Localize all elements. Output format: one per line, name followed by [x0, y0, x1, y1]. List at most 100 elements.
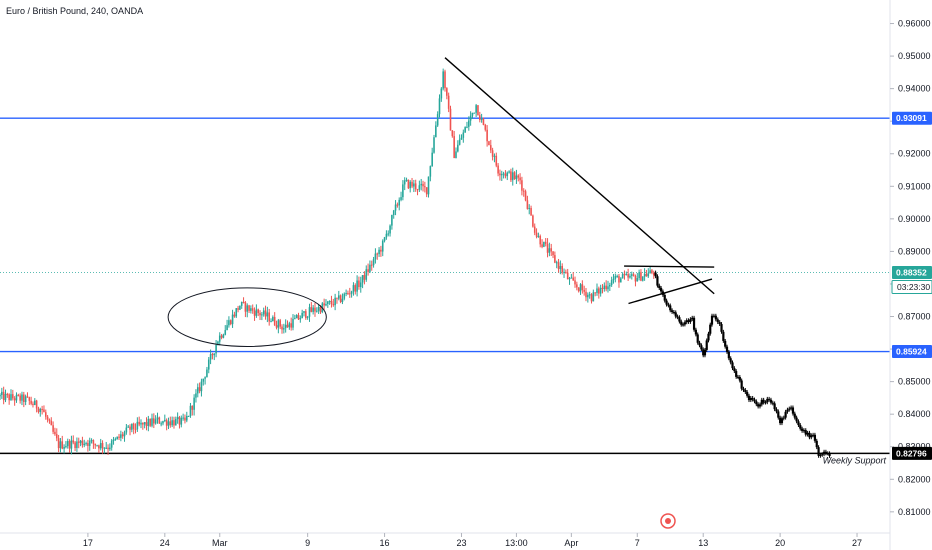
candle-body — [367, 269, 369, 272]
projection-bar — [716, 319, 719, 323]
candle-body — [2, 391, 5, 401]
candle-body — [532, 215, 534, 227]
candle-body — [396, 204, 399, 206]
candle-body — [184, 417, 186, 421]
candle-body — [337, 295, 340, 299]
candle-body — [372, 259, 375, 266]
candle-body — [283, 328, 285, 330]
projection-bar — [826, 453, 829, 455]
candle-body — [609, 284, 611, 287]
projection-bar — [784, 411, 787, 418]
candle-body — [568, 278, 571, 280]
candle-body — [576, 284, 578, 288]
candle-body — [198, 387, 201, 392]
candle-body — [41, 409, 43, 411]
candle-body — [185, 416, 188, 421]
candle-body — [610, 280, 613, 285]
candle-body — [326, 301, 329, 305]
projection-bar — [747, 395, 751, 401]
candle-body — [127, 426, 129, 428]
candle-body — [125, 427, 128, 433]
y-tick-label: 0.83000 — [898, 442, 931, 452]
candle-body — [451, 130, 454, 137]
projection-bar — [779, 417, 782, 424]
candle-body — [30, 400, 32, 404]
candle-body — [24, 396, 27, 402]
candle-body — [63, 446, 65, 449]
candle-body — [244, 302, 247, 312]
current-price-tag-label: 0.88352 — [896, 268, 927, 278]
projection-bar — [736, 376, 740, 378]
candle-body — [336, 297, 338, 299]
y-tick-label: 0.85000 — [898, 377, 931, 387]
candle-body — [537, 236, 540, 238]
candle-body — [180, 417, 183, 425]
candle-body — [277, 320, 280, 328]
candle-body — [422, 183, 424, 187]
x-tick-label: 27 — [852, 538, 862, 548]
projection-bar — [663, 294, 666, 301]
projection-bar — [817, 447, 820, 456]
candle-body — [555, 262, 558, 264]
candle-body — [605, 285, 607, 290]
candle-body — [577, 287, 580, 292]
candle-body — [32, 403, 34, 406]
candle-body — [290, 323, 292, 328]
candle-body — [105, 447, 108, 449]
candle-body — [521, 180, 523, 191]
candle-body — [328, 301, 331, 303]
time-axis[interactable]: 17 24 Mar 9 16 23 13:00 Apr 7 13 20 27 — [0, 532, 890, 548]
candle-body — [506, 172, 509, 177]
projection-bar — [775, 409, 778, 412]
countdown-label: 03:23:30 — [897, 282, 930, 292]
horizontal-levels: Weekly Support — [0, 117, 890, 465]
candle-body — [187, 415, 190, 417]
candle-body — [350, 291, 353, 294]
price-axis[interactable]: 0.960000.950000.940000.930000.920000.910… — [889, 0, 932, 550]
candle-body — [636, 278, 639, 282]
candle-body — [226, 325, 228, 331]
candle-body — [158, 417, 161, 424]
projection-bar — [698, 342, 701, 346]
projection-bar — [694, 329, 697, 335]
projection-bar — [733, 368, 736, 372]
candle-body — [138, 421, 140, 425]
projection-bar — [788, 408, 791, 410]
candle-body — [442, 71, 444, 89]
projection-bar — [771, 402, 774, 404]
candle-body — [44, 412, 47, 417]
candle-body — [374, 253, 377, 260]
candle-body — [458, 139, 461, 145]
candle-body — [262, 310, 265, 315]
projection-bar — [815, 440, 818, 448]
projection-bar — [678, 317, 681, 322]
candle-body — [579, 284, 582, 292]
projection-bar — [702, 349, 705, 356]
candle-body — [444, 71, 446, 89]
candle-body — [517, 175, 520, 178]
candle-body — [403, 180, 406, 185]
x-tick-label: 13:00 — [505, 538, 528, 548]
projection-bar — [740, 380, 743, 389]
candle-body — [341, 298, 344, 303]
projection — [654, 270, 831, 458]
candle-body — [356, 280, 358, 292]
candle-body — [211, 354, 214, 356]
candle-body — [634, 275, 637, 282]
candle-body — [620, 278, 622, 283]
projection-bar — [727, 351, 730, 359]
projection-bar — [746, 392, 749, 396]
y-tick-label: 0.92000 — [898, 149, 931, 159]
candle-body — [264, 310, 267, 317]
projection-bar — [757, 404, 760, 407]
projection-bar — [800, 428, 804, 431]
projection-bar — [764, 402, 767, 404]
candle-body — [10, 394, 12, 401]
candle-body — [583, 289, 585, 292]
candle-body — [54, 431, 56, 435]
candle-body — [12, 394, 14, 399]
candle-body — [21, 394, 23, 401]
y-tick-label: 0.91000 — [898, 181, 931, 191]
candle-body — [647, 273, 650, 277]
